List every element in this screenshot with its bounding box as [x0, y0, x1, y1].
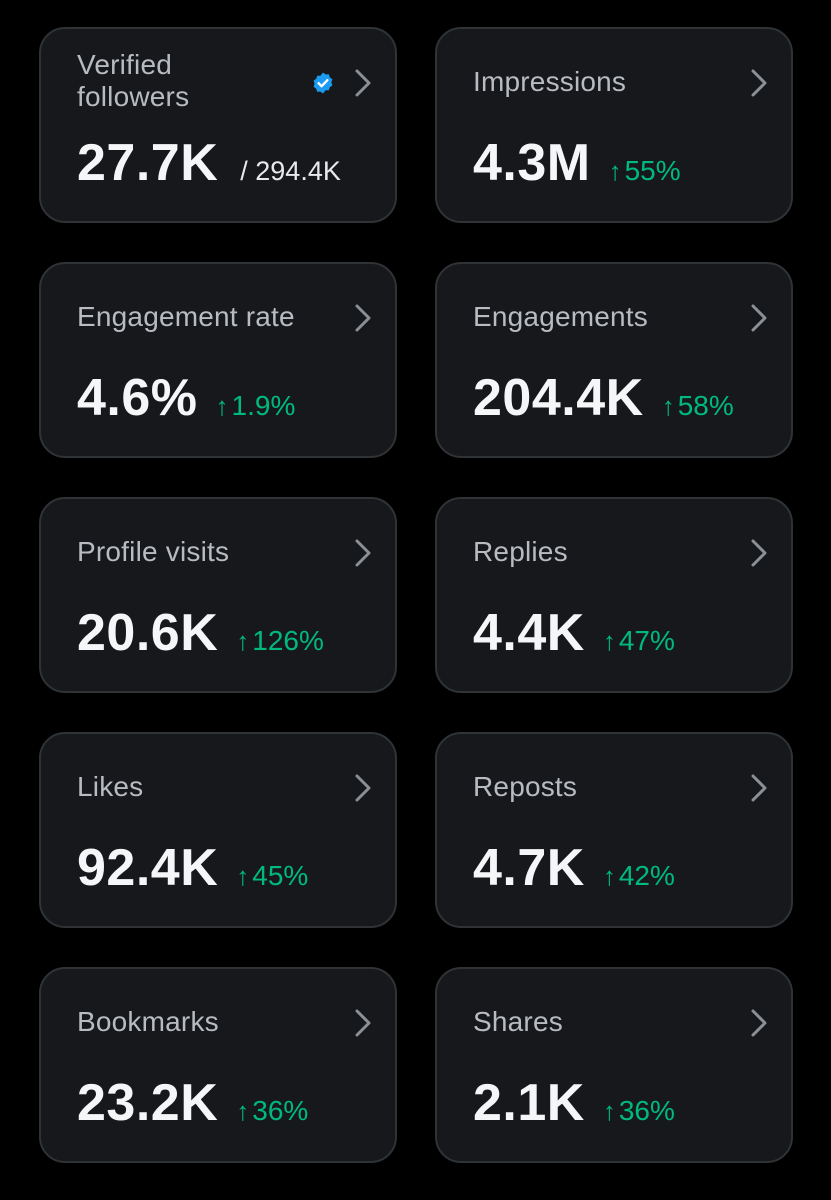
- chevron-right-icon: [747, 773, 771, 803]
- chevron-right-icon: [747, 303, 771, 333]
- chevron-right-icon: [747, 1008, 771, 1038]
- metric-change: ↑ 126%: [236, 625, 324, 657]
- change-percent: 47%: [618, 625, 675, 656]
- metric-change: ↑ 36%: [236, 1095, 308, 1127]
- card-label: Replies: [473, 536, 568, 567]
- metric-change: ↑ 58%: [662, 390, 734, 422]
- card-label: Impressions: [473, 66, 627, 97]
- card-profile-visits[interactable]: Profile visits 20.6K ↑ 126%: [39, 497, 397, 693]
- metric-row: 4.6% ↑ 1.9%: [77, 370, 295, 426]
- arrow-up-icon: ↑: [602, 861, 616, 891]
- card-engagement-rate[interactable]: Engagement rate 4.6% ↑ 1.9%: [39, 262, 397, 458]
- metric-change: ↑ 47%: [603, 625, 675, 657]
- change-percent: 42%: [618, 860, 675, 891]
- chevron-right-icon: [747, 538, 771, 568]
- metric-row: 4.4K ↑ 47%: [473, 605, 675, 661]
- metric-row: 20.6K ↑ 126%: [77, 605, 324, 661]
- metric-value: 92.4K: [77, 839, 219, 897]
- card-label: Engagements: [473, 301, 648, 332]
- metric-row: 4.3M ↑ 55%: [473, 135, 681, 191]
- arrow-up-icon: ↑: [661, 391, 675, 421]
- metric-row: 27.7K / 294.4K: [77, 135, 341, 191]
- metric-value: 23.2K: [77, 1074, 219, 1132]
- metric-value: 4.7K: [473, 839, 585, 897]
- card-label: Reposts: [473, 771, 578, 802]
- metric-value: 20.6K: [77, 604, 219, 662]
- metric-change: ↑ 55%: [609, 155, 681, 187]
- change-percent: 58%: [677, 390, 734, 421]
- card-label: Verified followers: [77, 49, 190, 112]
- card-label: Profile visits: [77, 536, 230, 567]
- change-percent: 36%: [252, 1095, 309, 1126]
- metric-row: 204.4K ↑ 58%: [473, 370, 734, 426]
- chevron-right-icon: [351, 68, 375, 98]
- card-shares[interactable]: Shares 2.1K ↑ 36%: [435, 967, 793, 1163]
- metric-value: 4.6%: [77, 369, 198, 427]
- card-likes[interactable]: Likes 92.4K ↑ 45%: [39, 732, 397, 928]
- metric-value: 2.1K: [473, 1074, 585, 1132]
- card-replies[interactable]: Replies 4.4K ↑ 47%: [435, 497, 793, 693]
- metric-row: 4.7K ↑ 42%: [473, 840, 675, 896]
- metric-value: 4.3M: [473, 134, 591, 192]
- metric-change: ↑ 45%: [236, 860, 308, 892]
- arrow-up-icon: ↑: [236, 861, 250, 891]
- card-engagements[interactable]: Engagements 204.4K ↑ 58%: [435, 262, 793, 458]
- card-label: Bookmarks: [77, 1006, 219, 1037]
- arrow-up-icon: ↑: [602, 626, 616, 656]
- metric-change: ↑ 42%: [603, 860, 675, 892]
- metric-value: 27.7K: [77, 134, 219, 192]
- metric-total: / 294.4K: [240, 156, 341, 186]
- arrow-up-icon: ↑: [215, 391, 229, 421]
- chevron-right-icon: [351, 1008, 375, 1038]
- chevron-right-icon: [351, 773, 375, 803]
- verified-badge-icon: [311, 71, 335, 95]
- metric-row: 92.4K ↑ 45%: [77, 840, 308, 896]
- arrow-up-icon: ↑: [236, 626, 250, 656]
- arrow-up-icon: ↑: [608, 156, 622, 186]
- chevron-right-icon: [747, 68, 771, 98]
- chevron-right-icon: [351, 303, 375, 333]
- arrow-up-icon: ↑: [236, 1096, 250, 1126]
- metric-row: 23.2K ↑ 36%: [77, 1075, 308, 1131]
- card-verified-followers[interactable]: Verified followers 27.7K / 294.4K: [39, 27, 397, 223]
- change-percent: 1.9%: [231, 390, 296, 421]
- card-impressions[interactable]: Impressions 4.3M ↑ 55%: [435, 27, 793, 223]
- arrow-up-icon: ↑: [602, 1096, 616, 1126]
- change-percent: 55%: [624, 155, 681, 186]
- card-label: Shares: [473, 1006, 563, 1037]
- card-label: Likes: [77, 771, 144, 802]
- card-label: Engagement rate: [77, 301, 295, 332]
- card-bookmarks[interactable]: Bookmarks 23.2K ↑ 36%: [39, 967, 397, 1163]
- card-reposts[interactable]: Reposts 4.7K ↑ 42%: [435, 732, 793, 928]
- metric-change: ↑ 1.9%: [216, 390, 296, 422]
- metric-change: ↑ 36%: [603, 1095, 675, 1127]
- metric-value: 4.4K: [473, 604, 585, 662]
- metric-value: 204.4K: [473, 369, 644, 427]
- change-percent: 45%: [252, 860, 309, 891]
- chevron-right-icon: [351, 538, 375, 568]
- metric-row: 2.1K ↑ 36%: [473, 1075, 675, 1131]
- change-percent: 36%: [618, 1095, 675, 1126]
- change-percent: 126%: [252, 625, 324, 656]
